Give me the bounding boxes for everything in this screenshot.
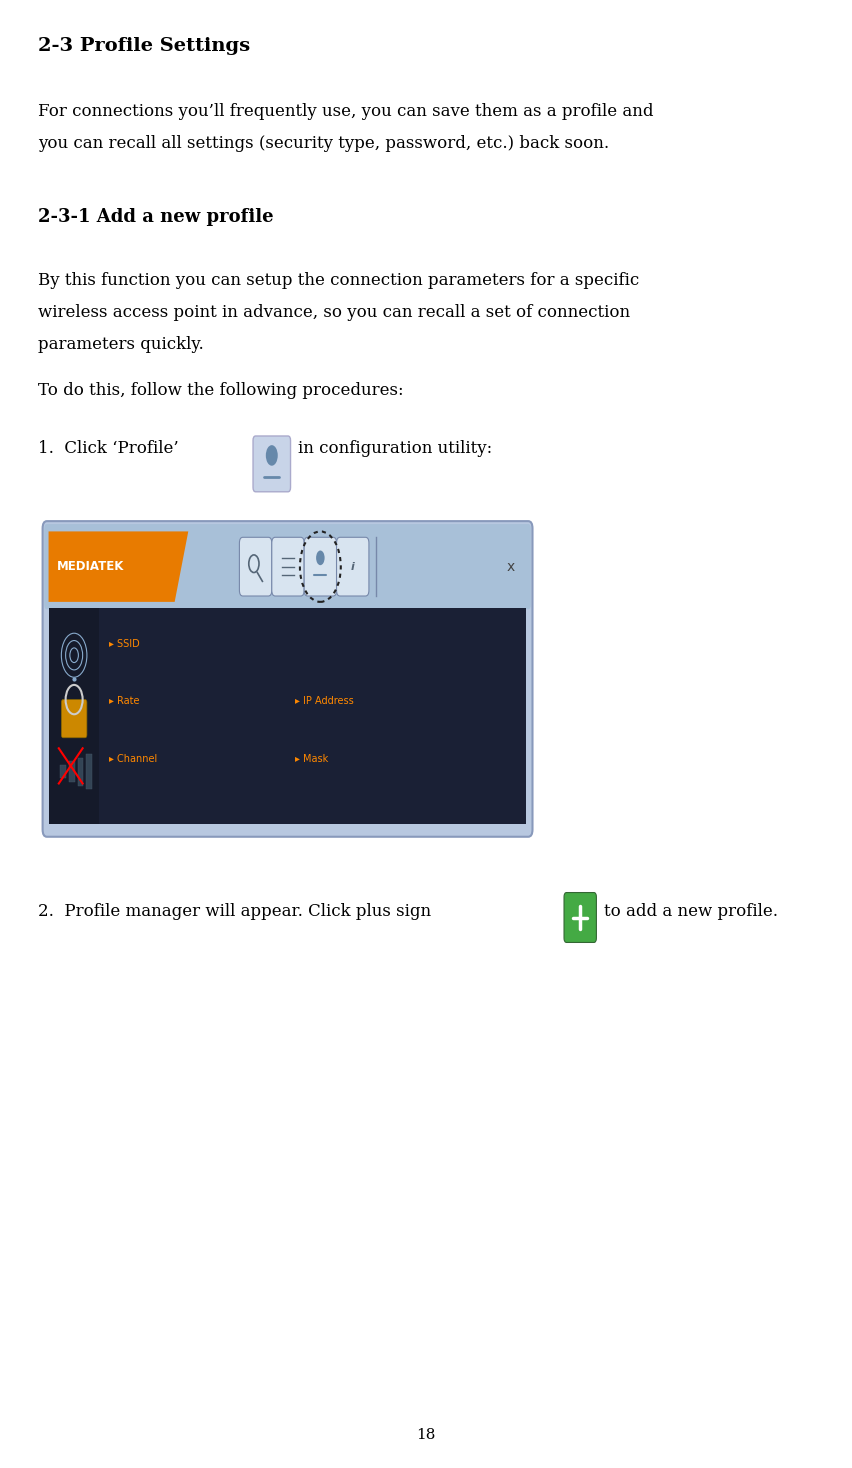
Circle shape [316,550,325,565]
Text: wireless access point in advance, so you can recall a set of connection: wireless access point in advance, so you… [38,304,630,321]
FancyBboxPatch shape [43,521,532,837]
FancyBboxPatch shape [49,608,99,824]
Text: MEDIATEK: MEDIATEK [57,561,124,573]
FancyBboxPatch shape [564,893,596,942]
Polygon shape [49,531,188,602]
FancyBboxPatch shape [78,757,83,785]
Text: By this function you can setup the connection parameters for a specific: By this function you can setup the conne… [38,272,640,289]
FancyBboxPatch shape [44,524,531,609]
Text: ▸ Rate: ▸ Rate [109,696,140,706]
Text: x: x [507,559,515,574]
FancyBboxPatch shape [60,765,66,778]
Text: 2-3 Profile Settings: 2-3 Profile Settings [38,37,250,54]
Text: To do this, follow the following procedures:: To do this, follow the following procedu… [38,382,404,399]
Text: 2-3-1 Add a new profile: 2-3-1 Add a new profile [38,208,274,226]
FancyBboxPatch shape [239,537,272,596]
FancyBboxPatch shape [304,537,337,596]
Text: parameters quickly.: parameters quickly. [38,336,204,354]
Text: 18: 18 [417,1427,435,1442]
Text: For connections you’ll frequently use, you can save them as a profile and: For connections you’ll frequently use, y… [38,103,653,120]
Text: you can recall all settings (security type, password, etc.) back soon.: you can recall all settings (security ty… [38,135,609,153]
FancyBboxPatch shape [253,436,291,492]
Text: 1.  Click ‘Profile’: 1. Click ‘Profile’ [38,440,179,458]
FancyBboxPatch shape [61,700,87,738]
Text: i: i [351,562,354,571]
Circle shape [266,445,278,465]
Text: ▸ Channel: ▸ Channel [109,753,158,763]
FancyBboxPatch shape [272,537,304,596]
Text: ▸ SSID: ▸ SSID [109,640,140,649]
FancyBboxPatch shape [86,755,92,790]
FancyBboxPatch shape [49,608,526,824]
FancyBboxPatch shape [69,762,75,782]
Text: ▸ Mask: ▸ Mask [295,753,328,763]
FancyBboxPatch shape [337,537,369,596]
Text: in configuration utility:: in configuration utility: [298,440,492,458]
Text: 2.  Profile manager will appear. Click plus sign: 2. Profile manager will appear. Click pl… [38,903,431,920]
Text: ▸ IP Address: ▸ IP Address [295,696,354,706]
Text: to add a new profile.: to add a new profile. [604,903,778,920]
